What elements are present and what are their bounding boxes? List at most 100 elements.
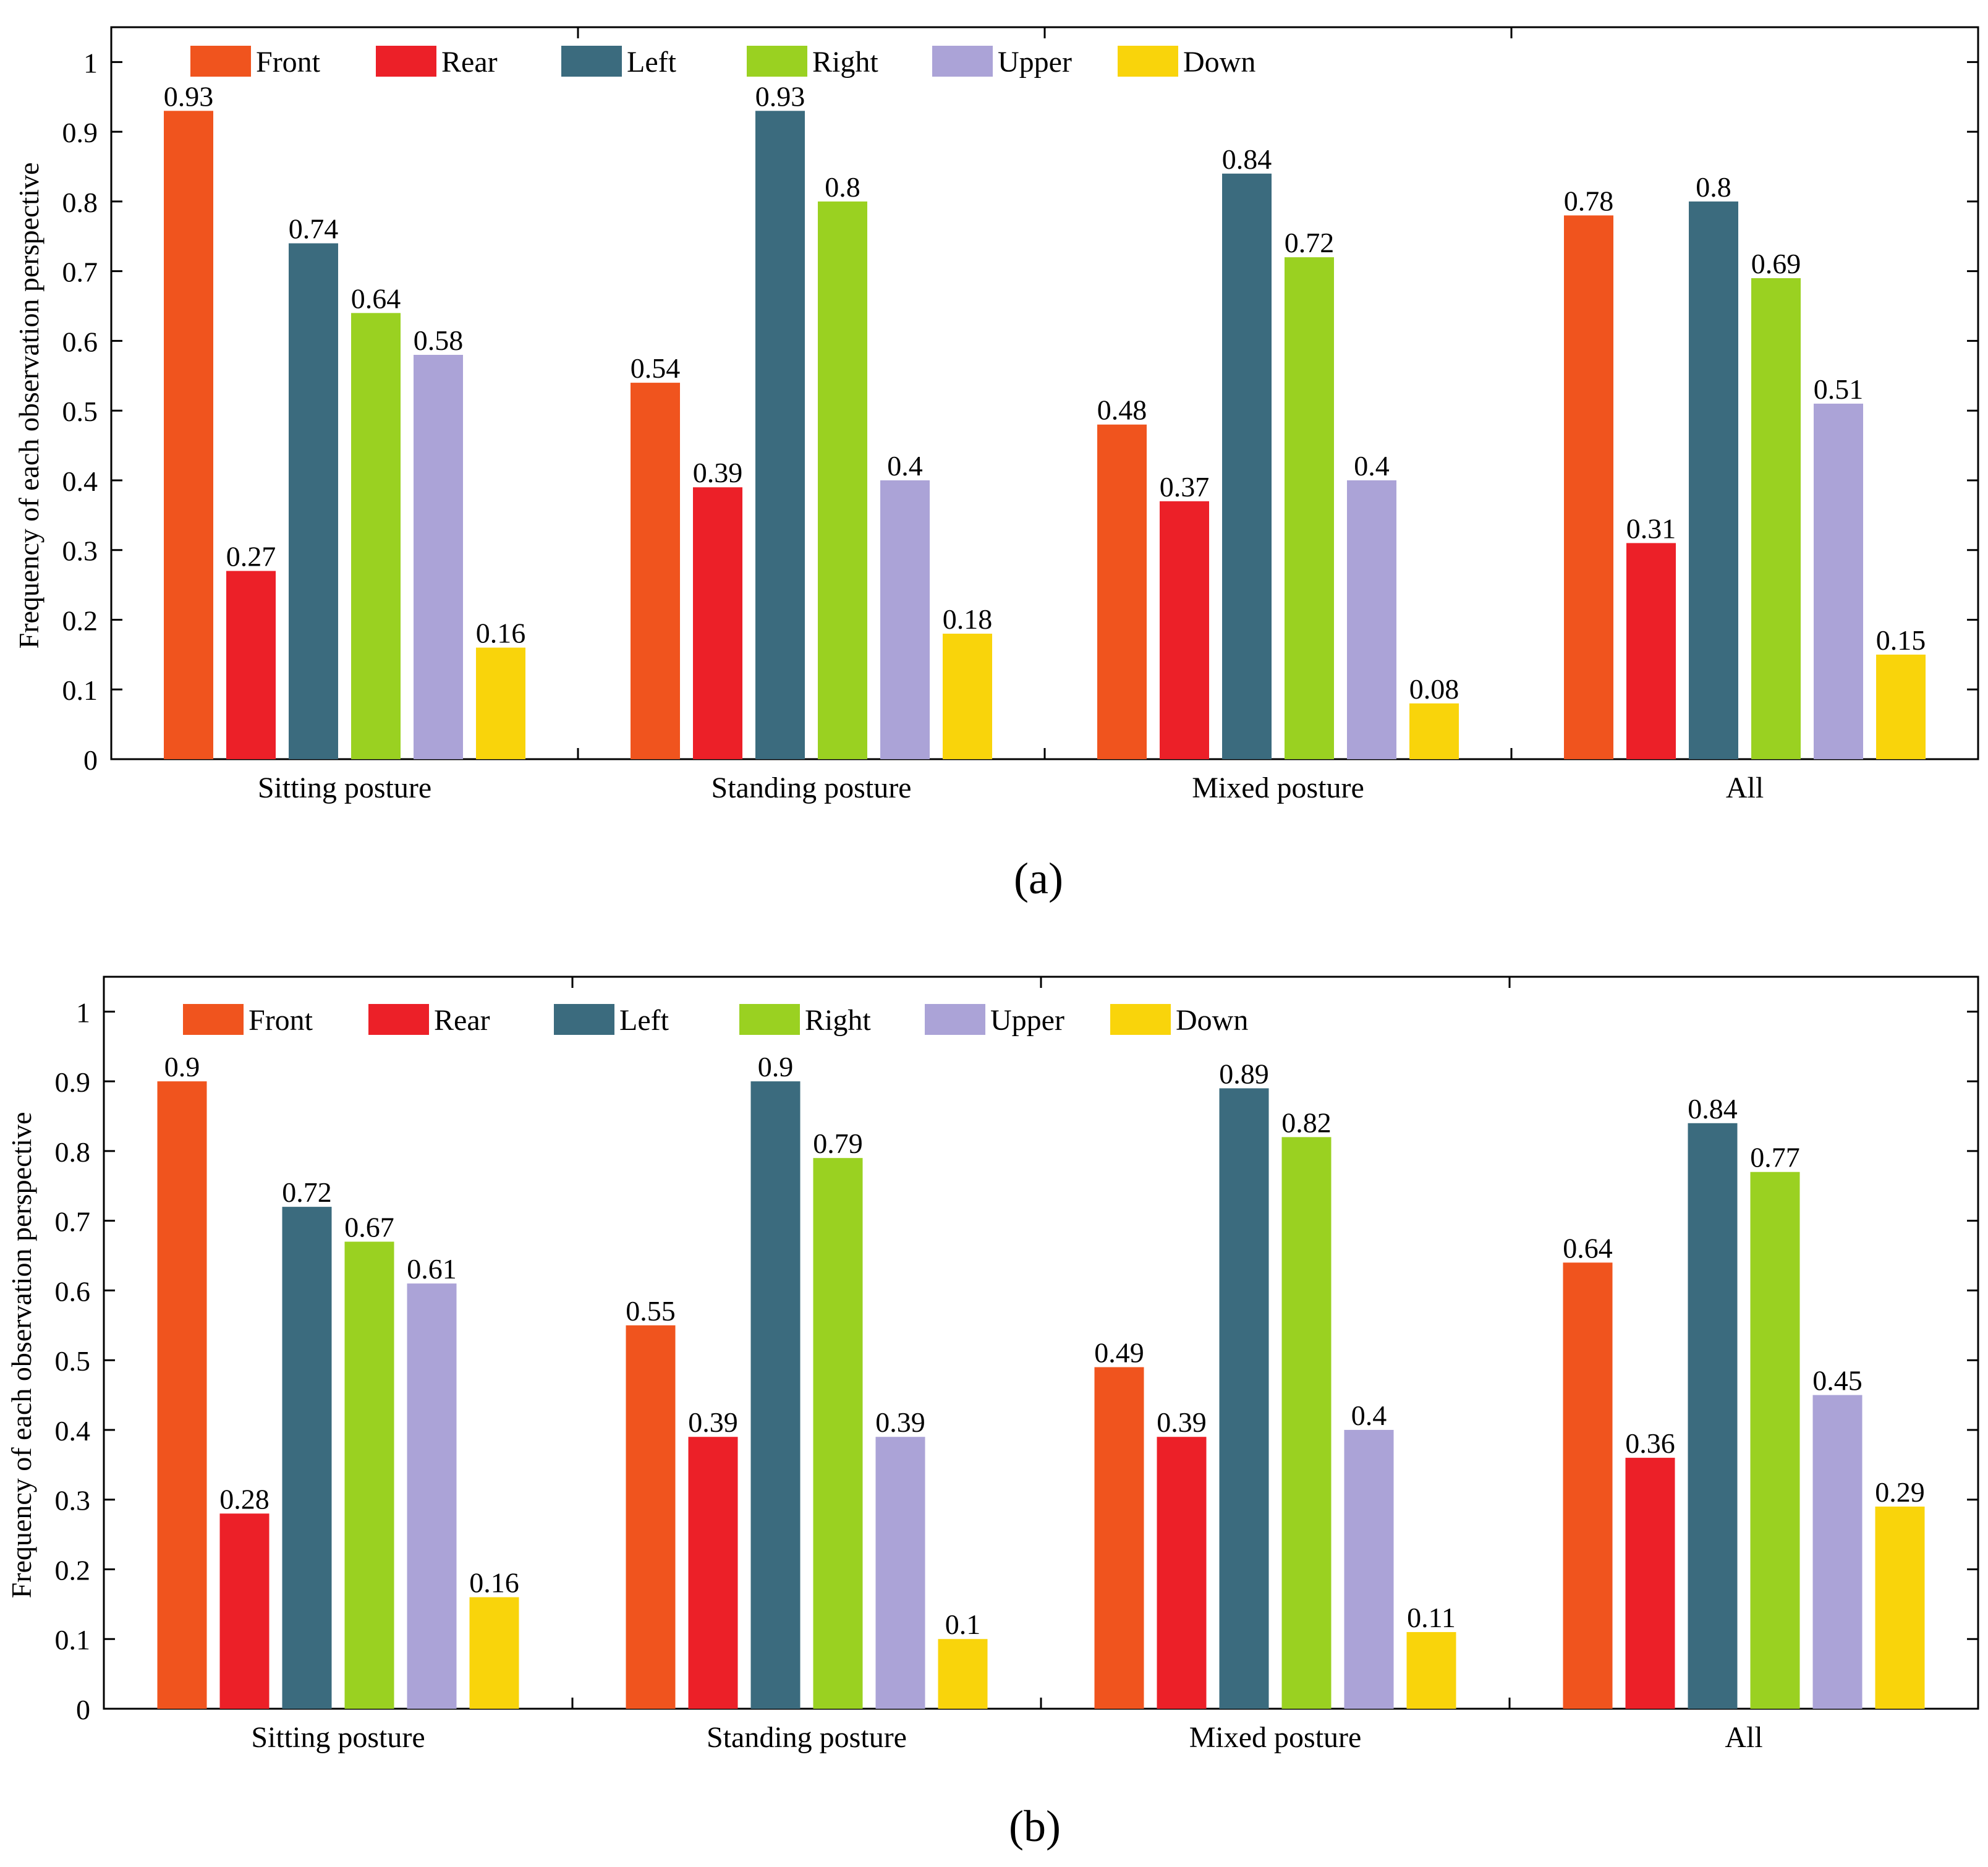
legend-swatch-rear — [376, 46, 436, 77]
bar-left — [1219, 1088, 1269, 1709]
data-label: 0.55 — [626, 1295, 676, 1327]
data-label: 0.39 — [693, 457, 743, 488]
y-tick-label: 0.9 — [55, 1066, 91, 1098]
bar-rear — [688, 1437, 738, 1709]
y-axis-label: Frequency of each observation perspectiv… — [13, 163, 45, 649]
bar-upper — [1812, 1395, 1863, 1709]
y-tick-label: 0.2 — [55, 1554, 91, 1586]
legend-label-rear: Rear — [441, 46, 498, 79]
data-label: 0.93 — [164, 80, 214, 112]
data-label: 0.18 — [943, 603, 993, 635]
bar-front — [157, 1081, 207, 1709]
data-label: 0.82 — [1281, 1107, 1332, 1138]
bar-upper — [1347, 480, 1396, 759]
data-label: 0.89 — [1219, 1058, 1269, 1089]
bar-upper — [1344, 1429, 1394, 1709]
y-tick-label: 0.4 — [55, 1415, 91, 1447]
y-tick-label: 0.4 — [62, 466, 98, 497]
legend-label-upper: Upper — [990, 1004, 1064, 1037]
data-label: 0.28 — [219, 1483, 270, 1515]
y-tick-label: 0.1 — [62, 674, 98, 706]
bar-down — [1406, 1631, 1456, 1709]
bar-down — [1876, 654, 1926, 759]
y-tick-label: 0.8 — [55, 1136, 91, 1168]
y-axis-label: Frequency of each observation perspectiv… — [6, 1112, 37, 1599]
bar-front — [164, 111, 213, 759]
data-label: 0.84 — [1688, 1093, 1738, 1125]
data-label: 0.8 — [1696, 171, 1731, 203]
legend-swatch-left — [561, 46, 622, 77]
chart-panel-a: 0 0.1 0.2 0.3 0.4 0.5 0.6 0.7 0.8 0.9 1 Frequency o… — [13, 26, 1979, 903]
bar-right — [344, 1241, 394, 1709]
bar-rear — [1625, 1458, 1675, 1709]
x-tick-label: Standing posture — [707, 1721, 907, 1754]
data-label: 0.27 — [226, 541, 276, 572]
y-tick-label: 0.6 — [62, 326, 98, 357]
y-tick-label: 0.3 — [62, 535, 98, 567]
bar-right — [818, 201, 867, 759]
data-label: 0.58 — [414, 325, 464, 356]
legend-label-left: Left — [619, 1004, 669, 1037]
data-label: 0.16 — [476, 618, 526, 649]
bar-front — [1097, 424, 1147, 759]
legend-swatch-down — [1118, 46, 1178, 77]
legend-swatch-rear — [368, 1004, 429, 1035]
bar-upper — [407, 1283, 457, 1709]
legend-swatch-right — [747, 46, 807, 77]
bar-rear — [219, 1513, 270, 1709]
data-label: 0.4 — [887, 450, 923, 482]
bar-down — [476, 647, 525, 759]
legend-label-down: Down — [1176, 1004, 1248, 1037]
legend-label-down: Down — [1183, 46, 1255, 79]
data-label: 0.45 — [1812, 1365, 1863, 1397]
y-tick-label: 0.2 — [62, 605, 98, 636]
bar-right — [351, 313, 401, 759]
data-label: 0.54 — [631, 352, 681, 384]
bar-down — [943, 634, 992, 759]
data-label: 0.51 — [1814, 373, 1864, 405]
legend-label-left: Left — [627, 46, 677, 79]
data-label: 0.1 — [945, 1609, 981, 1640]
data-label: 0.29 — [1875, 1476, 1925, 1508]
legend-swatch-left — [554, 1004, 614, 1035]
data-label: 0.72 — [1285, 227, 1335, 258]
bar-rear — [1160, 501, 1209, 759]
legend-label-upper: Upper — [998, 46, 1072, 79]
bar-rear — [1157, 1437, 1207, 1709]
bar-rear — [693, 487, 742, 759]
data-label: 0.49 — [1094, 1337, 1144, 1368]
data-label: 0.11 — [1407, 1602, 1456, 1633]
bar-left — [1688, 1123, 1738, 1709]
bar-left — [755, 111, 805, 759]
data-label: 0.15 — [1876, 624, 1926, 656]
legend-swatch-upper — [925, 1004, 985, 1035]
data-label: 0.84 — [1222, 143, 1272, 175]
bar-right — [1285, 257, 1334, 760]
data-label: 0.9 — [758, 1051, 794, 1082]
bar-upper — [414, 354, 463, 759]
bar-left — [1222, 173, 1272, 759]
data-label: 0.8 — [825, 171, 860, 203]
x-tick-label: Sitting posture — [258, 772, 431, 804]
legend-swatch-upper — [932, 46, 993, 77]
bar-right — [1751, 278, 1801, 759]
data-label: 0.78 — [1564, 185, 1614, 216]
y-tick-label: 0.5 — [62, 396, 98, 427]
bar-front — [626, 1325, 676, 1709]
data-label: 0.77 — [1750, 1142, 1800, 1173]
chart-panel-b: 0 0.1 0.2 0.3 0.4 0.5 0.6 0.7 0.8 0.9 1 Frequency o… — [6, 976, 1979, 1851]
bar-left — [282, 1207, 332, 1709]
legend-label-rear: Rear — [434, 1004, 490, 1037]
x-tick-label: All — [1726, 772, 1764, 804]
data-label: 0.93 — [755, 80, 805, 112]
data-label: 0.64 — [351, 283, 401, 314]
y-tick-label: 0.6 — [55, 1275, 91, 1307]
bar-upper — [880, 480, 930, 759]
bar-down — [469, 1597, 519, 1709]
y-tick-label: 0.5 — [55, 1345, 91, 1377]
panel-label: (a) — [1014, 854, 1063, 903]
legend-swatch-down — [1110, 1004, 1171, 1035]
bar-left — [750, 1081, 801, 1709]
legend-label-front: Front — [248, 1004, 313, 1037]
